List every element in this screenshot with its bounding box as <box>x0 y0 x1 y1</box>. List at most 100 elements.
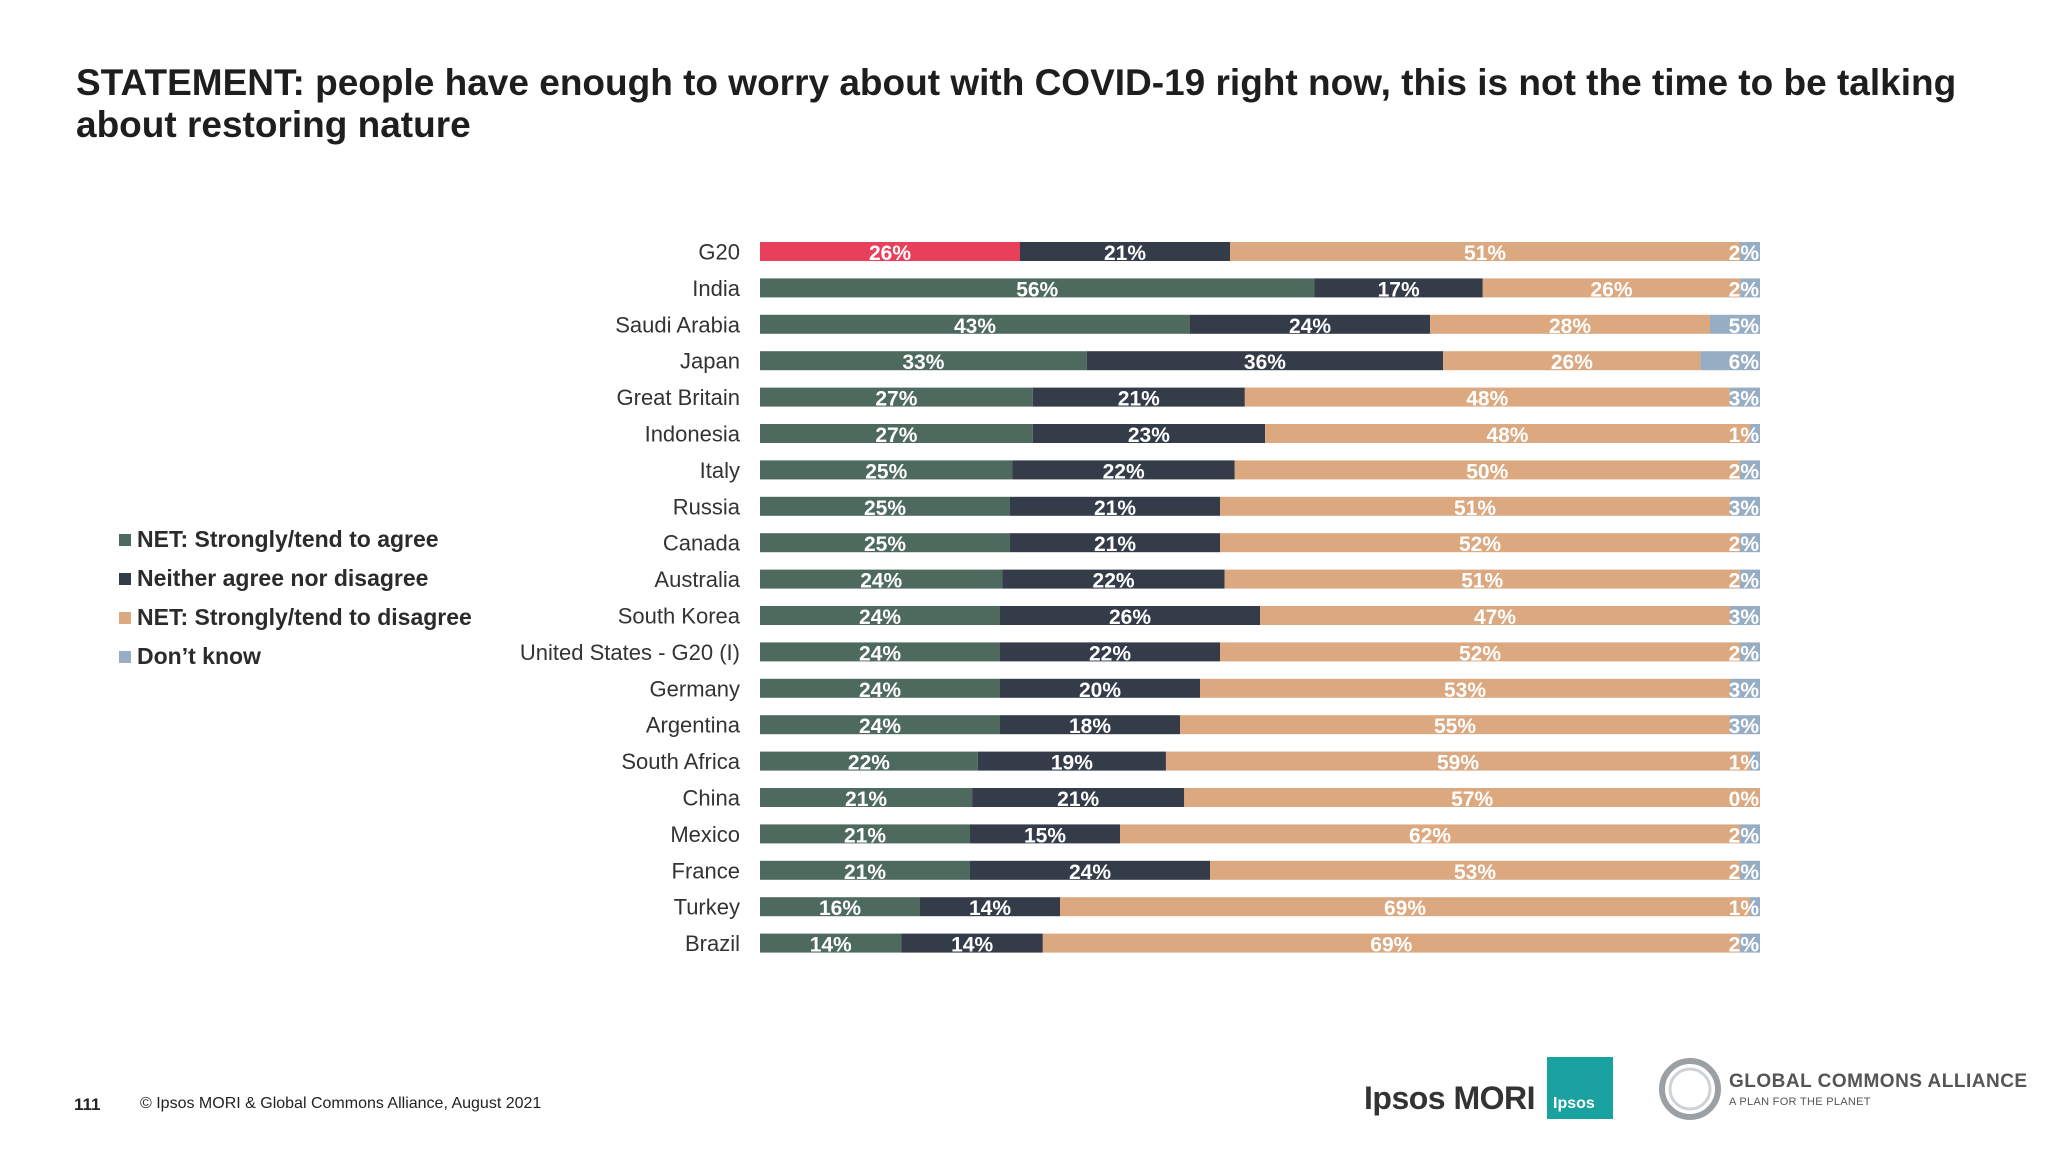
category-label-turkey: Turkey <box>674 895 740 920</box>
bar-neither-china <box>972 788 1185 807</box>
legend-label-disagree: NET: Strongly/tend to disagree <box>137 604 472 630</box>
data-label-agree-russia: 25% <box>864 497 906 520</box>
data-label-agree-germany: 24% <box>859 679 901 702</box>
data-label-neither-russia: 21% <box>1094 497 1136 520</box>
data-label-agree-saudi-arabia: 43% <box>954 315 996 338</box>
bar-neither-france <box>970 860 1210 880</box>
bar-disagree-argentina <box>1180 715 1730 735</box>
bar-agree-india <box>760 278 1315 298</box>
bar-disagree-italy <box>1234 460 1740 480</box>
legend-swatch-neither <box>119 572 131 585</box>
bar-neither-g20 <box>1020 242 1230 261</box>
gca-name: GLOBAL COMMONS ALLIANCE <box>1729 1070 2028 1092</box>
data-label-neither-france: 24% <box>1069 861 1111 884</box>
data-label-dont-know-great-britain: 3% <box>1729 388 1760 411</box>
bar-dont-know-united-states-g20-i <box>1740 642 1760 662</box>
data-label-disagree-turkey: 69% <box>1384 897 1426 920</box>
category-label-japan: Japan <box>680 349 740 374</box>
bar-neither-south-africa <box>977 751 1166 771</box>
bar-disagree-canada <box>1220 533 1740 553</box>
data-label-agree-brazil: 14% <box>810 934 852 957</box>
bar-neither-argentina <box>1000 715 1180 735</box>
bar-neither-brazil <box>901 933 1043 953</box>
data-label-neither-south-korea: 26% <box>1109 606 1151 629</box>
bar-agree-china <box>760 788 973 807</box>
data-label-neither-great-britain: 21% <box>1118 388 1160 411</box>
bar-agree-japan <box>760 351 1087 371</box>
category-label-brazil: Brazil <box>685 931 740 956</box>
data-label-agree-italy: 25% <box>865 460 907 483</box>
gca-ring-icon <box>1659 1058 1721 1120</box>
category-label-germany: Germany <box>650 676 740 701</box>
data-label-dont-know-germany: 3% <box>1729 679 1760 702</box>
bar-disagree-germany <box>1200 678 1730 698</box>
bar-disagree-indonesia <box>1265 424 1750 443</box>
data-label-neither-united-states-g20-i: 22% <box>1089 642 1131 665</box>
bar-neither-united-states-g20-i <box>1000 642 1220 662</box>
data-label-dont-know-indonesia: 1% <box>1729 424 1760 447</box>
data-label-disagree-japan: 26% <box>1551 351 1593 374</box>
data-label-dont-know-saudi-arabia: 5% <box>1729 315 1760 338</box>
data-label-disagree-south-africa: 59% <box>1437 752 1479 775</box>
bar-agree-italy <box>760 460 1013 480</box>
data-label-agree-indonesia: 27% <box>875 424 917 447</box>
data-label-agree-south-korea: 24% <box>859 606 901 629</box>
category-label-canada: Canada <box>663 531 741 556</box>
bar-neither-saudi-arabia <box>1190 314 1430 334</box>
data-label-dont-know-south-korea: 3% <box>1729 606 1760 629</box>
data-label-neither-italy: 22% <box>1103 460 1145 483</box>
bar-neither-india <box>1314 278 1483 298</box>
category-label-russia: Russia <box>673 494 741 519</box>
data-label-disagree-south-korea: 47% <box>1474 606 1516 629</box>
bar-neither-italy <box>1012 460 1235 480</box>
bar-disagree-south-korea <box>1260 606 1730 625</box>
data-label-dont-know-italy: 2% <box>1729 460 1760 483</box>
data-label-dont-know-brazil: 2% <box>1729 934 1760 957</box>
legend-label-dont-know: Don’t know <box>137 643 261 669</box>
data-label-dont-know-argentina: 3% <box>1729 715 1760 738</box>
global-commons-alliance-logo: GLOBAL COMMONS ALLIANCE A PLAN FOR THE P… <box>1657 1056 2028 1122</box>
data-label-disagree-germany: 53% <box>1444 679 1486 702</box>
bar-agree-united-states-g20-i <box>760 642 1000 662</box>
data-label-dont-know-china: 0% <box>1729 788 1760 811</box>
bar-agree-russia <box>760 496 1010 516</box>
category-label-south-africa: South Africa <box>621 749 740 774</box>
data-label-neither-indonesia: 23% <box>1128 424 1170 447</box>
legend-item-disagree: NET: Strongly/tend to disagree <box>119 598 472 637</box>
data-label-agree-g20: 26% <box>869 242 911 265</box>
data-label-dont-know-mexico: 2% <box>1729 824 1760 847</box>
bar-disagree-russia <box>1220 496 1730 516</box>
bar-disagree-turkey <box>1060 897 1750 917</box>
bar-agree-canada <box>760 533 1010 553</box>
category-label-india: India <box>692 276 740 301</box>
category-label-australia: Australia <box>654 567 740 592</box>
data-label-neither-argentina: 18% <box>1069 715 1111 738</box>
bar-dont-know-south-africa <box>1750 751 1760 771</box>
gca-tagline: A PLAN FOR THE PLANET <box>1729 1095 1871 1108</box>
bar-agree-germany <box>760 678 1000 698</box>
bar-neither-russia <box>1010 496 1220 516</box>
bar-dont-know-india <box>1740 278 1760 298</box>
category-label-china: China <box>683 786 741 811</box>
bar-agree-south-korea <box>760 606 1000 625</box>
page-title: STATEMENT: people have enough to worry a… <box>76 62 1957 145</box>
bar-neither-australia <box>1002 569 1225 589</box>
bar-disagree-japan <box>1443 351 1701 371</box>
bar-agree-argentina <box>760 715 1000 735</box>
category-label-italy: Italy <box>700 458 740 483</box>
data-label-dont-know-france: 2% <box>1729 861 1760 884</box>
bar-neither-mexico <box>970 824 1120 844</box>
bar-neither-japan <box>1086 351 1444 371</box>
data-label-disagree-russia: 51% <box>1454 497 1496 520</box>
bar-disagree-great-britain <box>1244 387 1730 407</box>
bar-dont-know-italy <box>1739 460 1760 480</box>
bar-dont-know-mexico <box>1740 824 1760 844</box>
data-label-disagree-indonesia: 48% <box>1486 424 1528 447</box>
category-label-argentina: Argentina <box>646 713 741 738</box>
bar-disagree-united-states-g20-i <box>1220 642 1740 662</box>
legend-swatch-dont-know <box>119 650 131 663</box>
data-label-disagree-mexico: 62% <box>1409 824 1451 847</box>
data-label-disagree-canada: 52% <box>1459 533 1501 556</box>
data-label-agree-india: 56% <box>1016 278 1058 301</box>
